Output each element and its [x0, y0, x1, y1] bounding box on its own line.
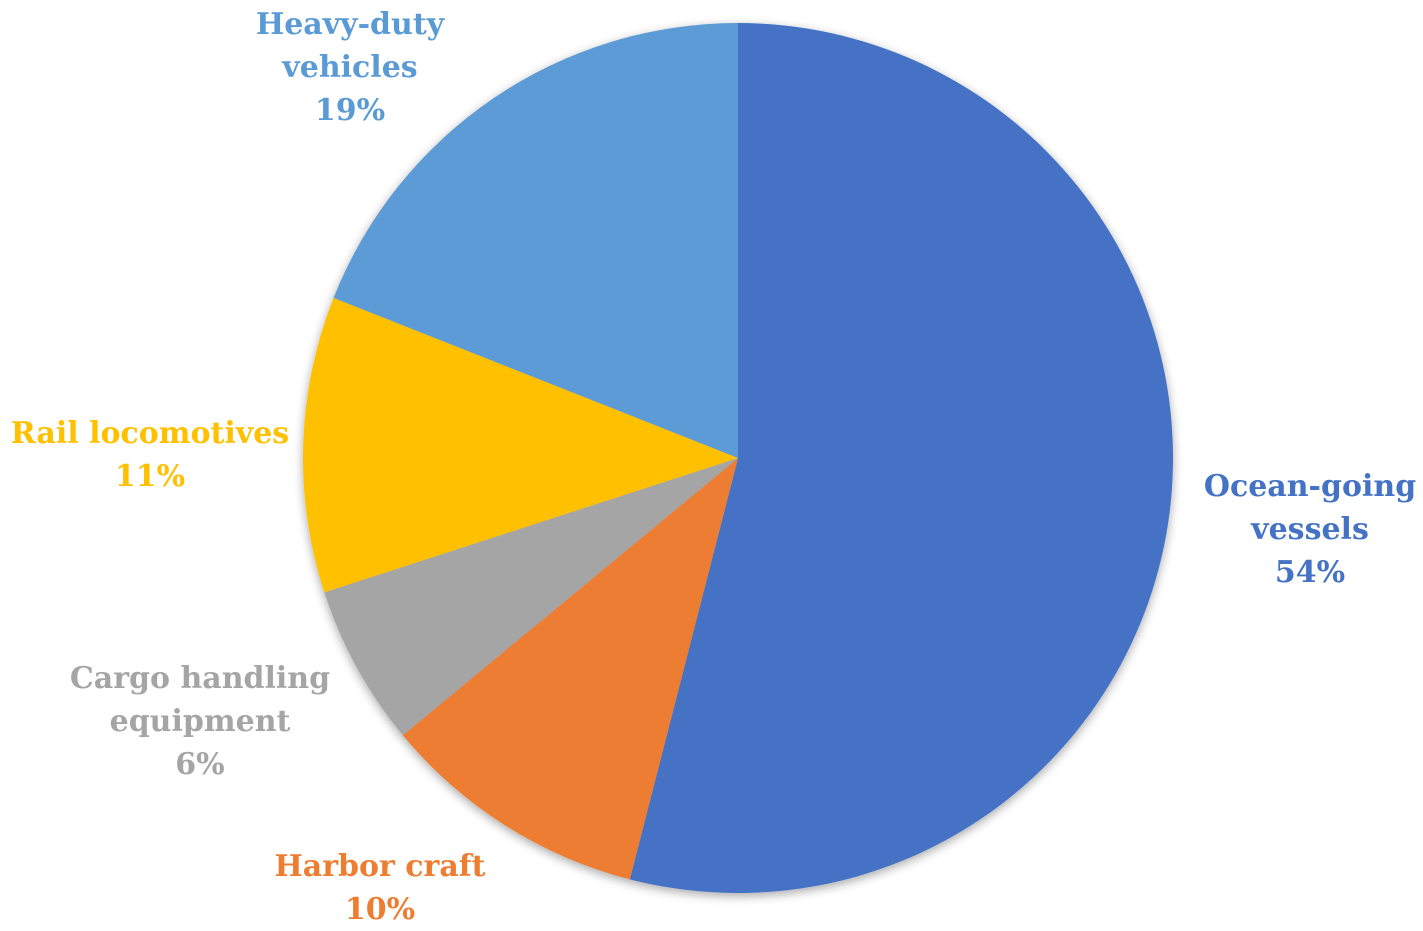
pie-slices — [303, 23, 1174, 894]
slice-name-line: Rail locomotives — [10, 416, 290, 451]
slice-name-line: vehicles — [282, 50, 418, 85]
slice-percent: 19% — [314, 93, 386, 128]
slice-name-line: vessels — [1251, 512, 1369, 547]
data-label-harbor-craft: Harbor craft 10% — [274, 845, 485, 931]
slice-rail-locomotives — [303, 297, 738, 593]
slice-heavy-duty-vehicles — [333, 23, 738, 458]
slice-percent: 10% — [344, 892, 416, 927]
slice-percent: 54% — [1274, 555, 1346, 590]
data-label-rail-locomotives: Rail locomotives 11% — [11, 412, 289, 498]
slice-ocean-going-vessels — [629, 23, 1174, 894]
slice-harbor-craft — [402, 458, 738, 880]
data-label-cargo-handling-equipment: Cargo handling equipment 6% — [70, 657, 330, 786]
slice-name-line: Ocean-going — [1203, 469, 1417, 504]
slice-percent: 6% — [175, 747, 225, 782]
slice-name-line: Harbor craft — [274, 849, 486, 884]
slice-name-line: equipment — [109, 704, 291, 739]
slice-name-line: Cargo handling — [69, 661, 331, 696]
data-label-ocean-going-vessels: Ocean-going vessels 54% — [1204, 465, 1416, 594]
slice-percent: 11% — [114, 459, 186, 494]
slice-name-line: Heavy-duty — [255, 7, 445, 42]
data-label-heavy-duty-vehicles: Heavy-duty vehicles 19% — [256, 3, 444, 132]
slice-cargo-handling-equipment — [324, 458, 738, 736]
